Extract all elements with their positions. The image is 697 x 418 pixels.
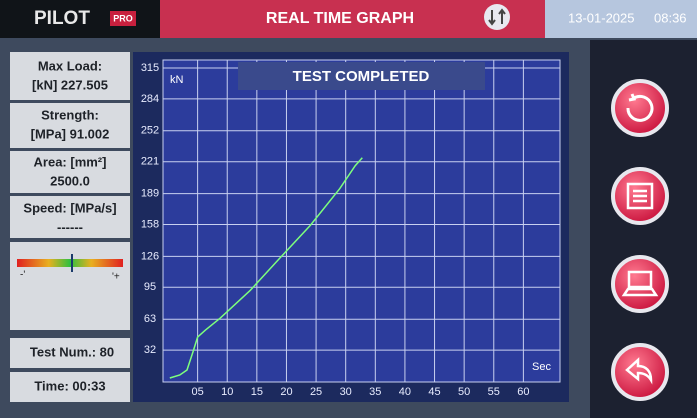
report-button[interactable] — [613, 169, 667, 223]
label: Strength: — [41, 107, 99, 122]
y-tick-label: 158 — [141, 218, 159, 230]
page: {"header": {"logo": "PILOT", "logo_badge… — [0, 0, 697, 418]
y-tick-label: 32 — [144, 344, 156, 356]
button[interactable] — [613, 257, 667, 311]
gauge-min: -' — [20, 270, 25, 281]
label: Max Load: — [38, 58, 102, 73]
x-tick-label: 60 — [517, 386, 529, 398]
screen-title: REAL TIME GRAPH — [266, 10, 414, 27]
gauge-box — [10, 242, 130, 330]
y-tick-label: 63 — [144, 313, 156, 325]
x-tick-label: 20 — [280, 386, 292, 398]
x-unit: Sec — [532, 361, 551, 373]
gauge-bar — [17, 259, 123, 267]
x-tick-label: 50 — [458, 386, 470, 398]
time: 08:36 — [654, 10, 687, 25]
elapsed-time: Time: 00:33 — [34, 378, 105, 393]
y-tick-label: 221 — [141, 156, 159, 168]
x-tick-label: 10 — [221, 386, 233, 398]
x-tick-label: 15 — [251, 386, 263, 398]
value: [MPa] 91.002 — [31, 126, 110, 141]
test-number: Test Num.: 80 — [30, 344, 114, 359]
x-tick-label: 40 — [399, 386, 411, 398]
plot-area — [163, 60, 560, 382]
date: 13-01-2025 — [568, 10, 635, 25]
y-unit: kN — [170, 74, 184, 86]
x-tick-label: 45 — [428, 386, 440, 398]
label: Speed: [MPa/s] — [23, 200, 116, 215]
screen: PILOT PRO REAL TIME GRAPH 13-01-2025 08:… — [0, 0, 697, 418]
x-tick-label: 25 — [310, 386, 322, 398]
y-tick-label: 252 — [141, 125, 159, 137]
x-tick-label: 05 — [191, 386, 203, 398]
logo-badge: PRO — [113, 13, 133, 23]
y-tick-label: 95 — [144, 281, 156, 293]
y-tick-label: 126 — [141, 250, 159, 262]
button[interactable] — [613, 81, 667, 135]
y-tick-label: 315 — [141, 62, 159, 74]
value: 2500.0 — [50, 173, 90, 188]
value: [kN] 227.505 — [32, 77, 108, 92]
mode-icon[interactable] — [484, 4, 510, 30]
label: Area: [mm²] — [34, 154, 107, 169]
y-tick-label: 189 — [141, 188, 159, 200]
gauge-max: '+ — [112, 272, 120, 283]
x-tick-label: 30 — [340, 386, 352, 398]
logo: PILOT — [34, 8, 90, 29]
status: TEST COMPLETED — [293, 68, 430, 85]
back-button[interactable] — [613, 345, 667, 399]
y-tick-label: 284 — [141, 93, 159, 105]
refresh-button[interactable] — [613, 81, 667, 135]
computer-button[interactable] — [613, 257, 667, 311]
x-tick-label: 35 — [369, 386, 381, 398]
x-tick-label: 55 — [488, 386, 500, 398]
value: ------ — [57, 219, 83, 234]
